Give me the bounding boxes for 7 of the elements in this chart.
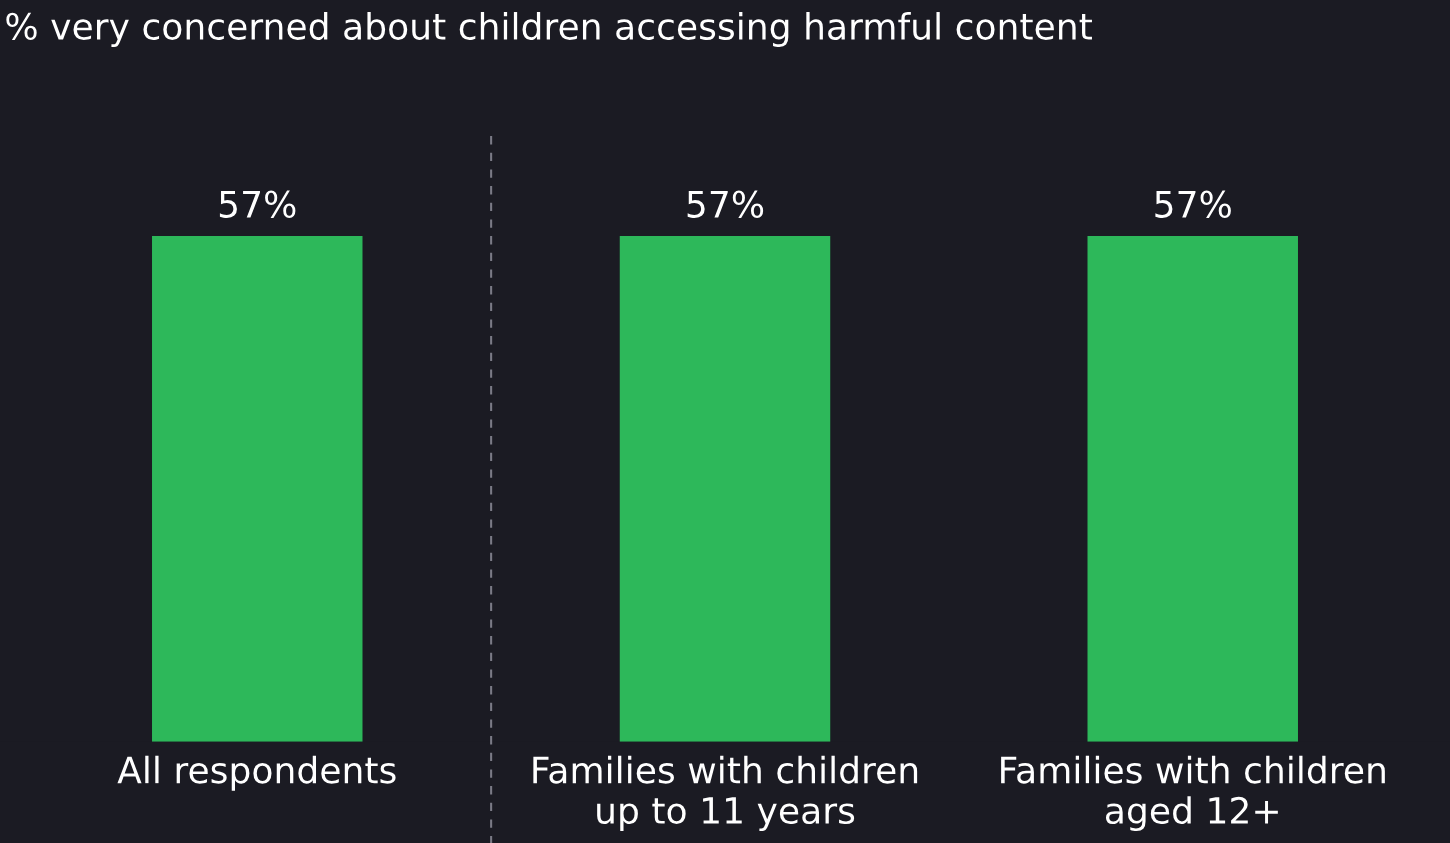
x-tick-label: Families with children up to 11 years	[533, 755, 918, 832]
data-label: 57%	[687, 190, 764, 218]
chart-title: % very concerned about children accessing harmful content	[6, 12, 1092, 47]
data-label: 57%	[219, 190, 296, 218]
x-tick-label: Families with children aged 12+	[1001, 755, 1385, 832]
x-tick-label: All respondents	[117, 755, 396, 791]
data-label: 57%	[1155, 190, 1231, 218]
